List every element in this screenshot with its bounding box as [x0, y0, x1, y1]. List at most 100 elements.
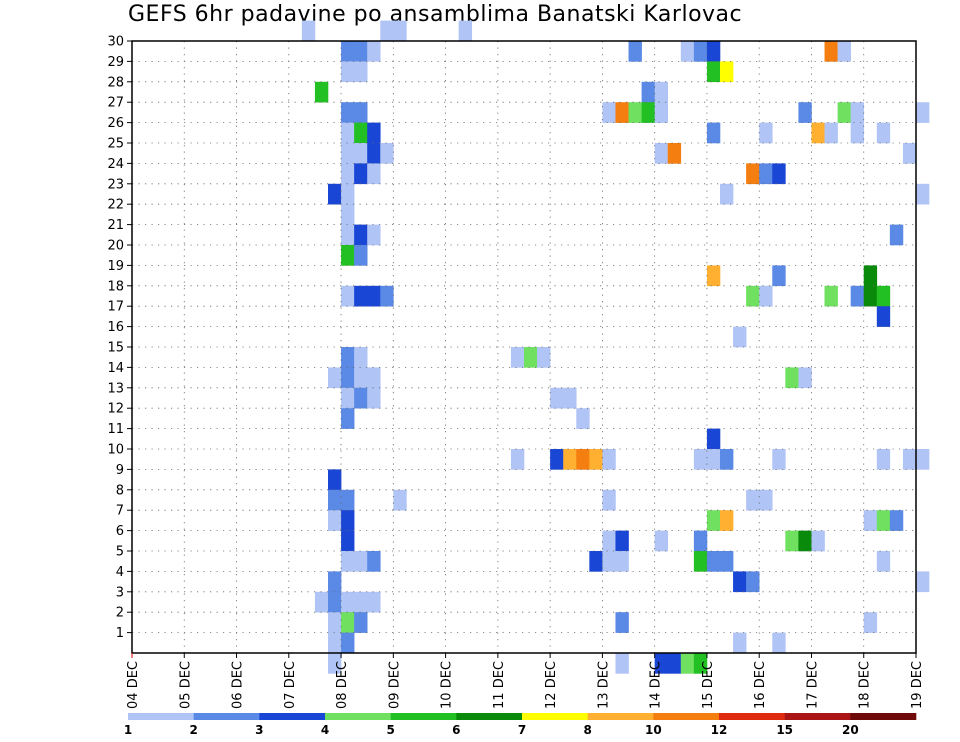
legend-label: 2 — [189, 723, 197, 737]
heatmap-cell — [341, 387, 355, 409]
heatmap-cell — [354, 367, 368, 389]
heatmap-cell — [563, 449, 577, 470]
heatmap-cell — [341, 122, 355, 144]
x-tick-label: 14 DEC — [649, 661, 664, 709]
legend-swatch — [259, 713, 326, 720]
heatmap-cell — [863, 510, 878, 531]
heatmap-cell — [850, 285, 865, 307]
legend-swatch — [719, 713, 785, 720]
heatmap-cell — [341, 245, 355, 266]
x-tick-label: 19 DEC — [910, 661, 925, 709]
y-tick-label: 18 — [107, 279, 124, 294]
heatmap-cell — [576, 449, 590, 470]
heatmap-cell — [706, 551, 721, 572]
heatmap-cell — [341, 632, 355, 654]
heatmap-cell — [341, 591, 355, 613]
y-tick-label: 16 — [107, 320, 124, 335]
y-tick-label: 10 — [107, 443, 124, 458]
heatmap-cell — [654, 143, 669, 164]
heatmap-cell — [641, 102, 655, 123]
x-tick-label: 11 DEC — [492, 661, 507, 709]
y-tick-label: 8 — [116, 483, 124, 498]
heatmap-cell — [341, 367, 355, 389]
heatmap-cell — [798, 530, 812, 552]
heatmap-cell — [772, 632, 786, 654]
heatmap-cell — [314, 591, 329, 613]
legend-swatch — [784, 713, 851, 720]
heatmap-cell — [367, 224, 381, 246]
heatmap-cell — [889, 510, 904, 531]
heatmap-cell — [641, 81, 655, 103]
heatmap-cell — [328, 469, 342, 491]
heatmap-cell — [367, 143, 381, 164]
x-tick-label: 12 DEC — [544, 661, 559, 709]
y-tick-label: 17 — [107, 300, 124, 315]
heatmap-cell — [706, 428, 721, 450]
grid-layer — [132, 41, 916, 653]
heatmap-cell — [837, 41, 851, 62]
heatmap-cell — [328, 489, 342, 511]
heatmap-cell — [850, 102, 865, 123]
heatmap-cell — [380, 20, 394, 42]
heatmap-cell — [537, 347, 551, 368]
y-tick-label: 30 — [107, 35, 124, 50]
heatmap-cell — [328, 591, 342, 613]
x-tick-label: 05 DEC — [178, 661, 193, 709]
heatmap-cell — [680, 41, 695, 62]
heatmap-cell — [811, 122, 825, 144]
heatmap-cell — [746, 163, 760, 185]
legend-swatch — [193, 713, 260, 720]
y-tick-label: 15 — [107, 341, 124, 356]
heatmap-cell — [733, 571, 747, 593]
heatmap-cell — [706, 510, 721, 531]
heatmap-cell — [654, 81, 669, 103]
heatmap-cell — [380, 285, 394, 307]
heatmap-cell — [746, 285, 760, 307]
heatmap-cell — [524, 347, 538, 368]
heatmap-cell — [720, 551, 734, 572]
heatmap-cell — [706, 61, 721, 83]
heatmap-cell — [693, 551, 708, 572]
heatmap-cell — [341, 347, 355, 368]
legend-label: 4 — [321, 723, 329, 737]
heatmap-cell — [863, 285, 878, 307]
y-tick-label: 23 — [107, 177, 124, 192]
heatmap-cell — [328, 510, 342, 531]
y-tick-label: 25 — [107, 137, 124, 152]
y-tick-label: 19 — [107, 259, 124, 274]
legend-label: 3 — [255, 723, 263, 737]
y-tick-label: 9 — [116, 463, 124, 478]
x-tick-label: 10 DEC — [440, 661, 455, 709]
x-tick-label: 18 DEC — [858, 661, 873, 709]
y-tick-label: 29 — [107, 55, 124, 70]
y-tick-label: 5 — [116, 545, 124, 560]
x-tick-label: 13 DEC — [596, 661, 611, 709]
heatmap-cell — [902, 143, 917, 164]
x-tick-label: 04 DEC — [126, 661, 141, 709]
heatmap-cell — [667, 653, 682, 674]
legend-label: 6 — [452, 723, 460, 737]
legend-label: 7 — [518, 723, 526, 737]
x-tick-label: 17 DEC — [805, 661, 820, 709]
heatmap-cell — [798, 102, 812, 123]
heatmap-cell — [367, 387, 381, 409]
heatmap-cell — [680, 653, 695, 674]
x-tick-label: 08 DEC — [335, 661, 350, 709]
heatmap-cell — [720, 510, 734, 531]
heatmap-cell — [367, 591, 381, 613]
heatmap-cell — [733, 632, 747, 654]
heatmap-cell — [314, 81, 329, 103]
y-tick-label: 22 — [107, 198, 124, 213]
heatmap-cell — [759, 122, 773, 144]
heatmap-cell — [785, 530, 799, 552]
heatmap-cell — [693, 653, 708, 674]
chart-title: GEFS 6hr padavine po ansamblima Banatski… — [128, 2, 743, 27]
heatmap-cell — [354, 551, 368, 572]
heatmap-cell — [380, 143, 394, 164]
heatmap-cell — [328, 632, 342, 654]
heatmap-cell — [367, 285, 381, 307]
y-tick-label: 2 — [116, 606, 124, 621]
heatmap-cell — [602, 489, 616, 511]
heatmap-cell — [602, 102, 616, 123]
heatmap-cell — [837, 102, 851, 123]
